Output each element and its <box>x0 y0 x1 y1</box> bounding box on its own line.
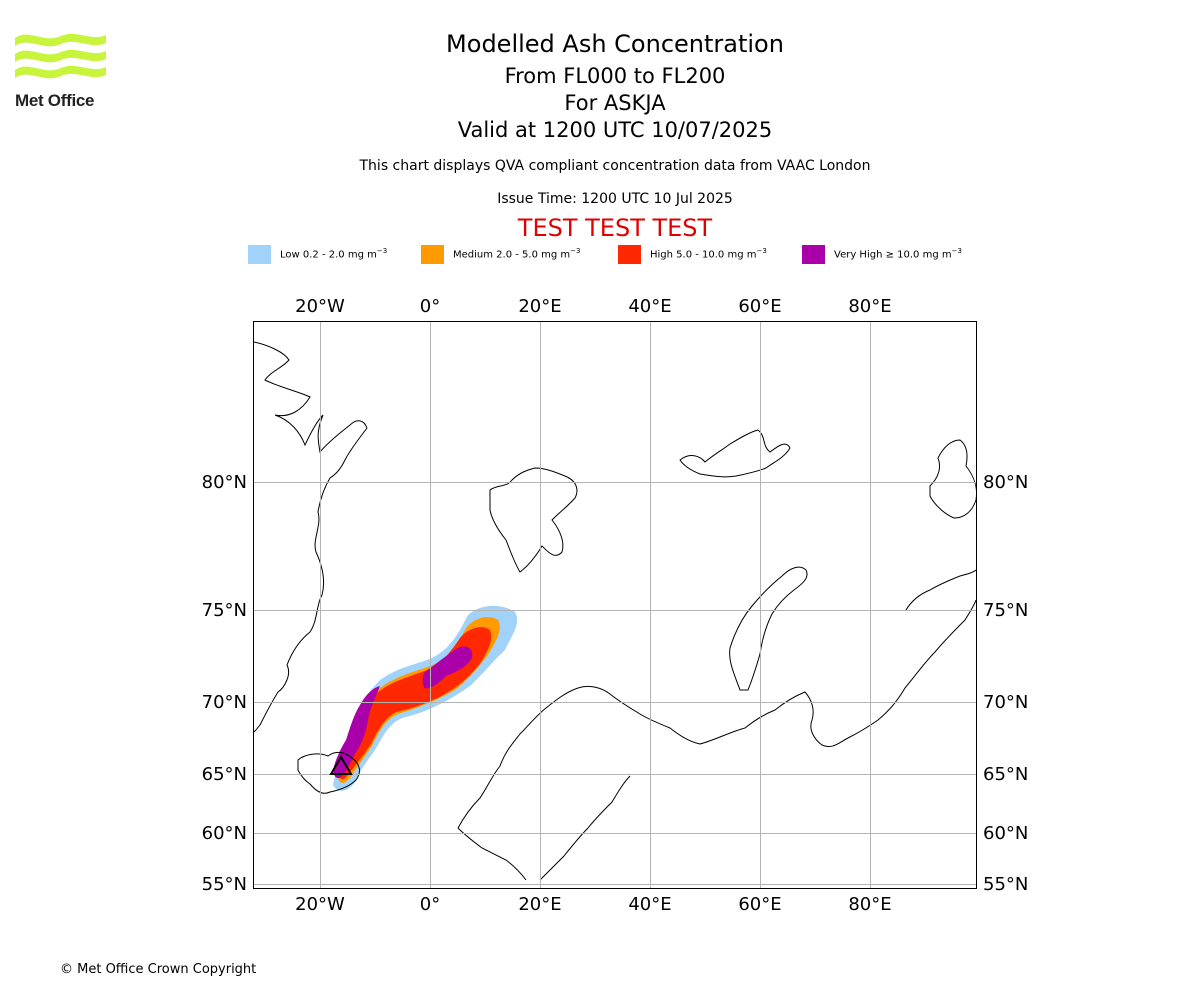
taimyr-coast <box>905 569 977 611</box>
lon-label-bottom-0: 0° <box>420 894 440 915</box>
met-office-waves-icon <box>15 33 106 79</box>
novaya-zemlya-coast <box>729 566 808 691</box>
legend-item-very-high: Very High ≥ 10.0 mg m−3 <box>802 244 962 264</box>
legend-label-very-high: Very High ≥ 10.0 mg m−3 <box>834 247 962 261</box>
lon-label-bottom-60e: 60°E <box>738 894 781 915</box>
graticule <box>253 321 977 889</box>
ash-plume <box>333 605 518 791</box>
coastlines <box>253 341 977 881</box>
legend-swatch-low <box>248 244 271 264</box>
lon-label-bottom-20e: 20°E <box>518 894 561 915</box>
lon-label-bottom-40e: 40°E <box>628 894 671 915</box>
legend-label-high: High 5.0 - 10.0 mg m−3 <box>650 247 767 261</box>
lon-label-bottom-20w: 20°W <box>295 894 345 915</box>
lat-label-left-60n: 60°N <box>202 823 247 844</box>
lat-label-left-55n: 55°N <box>202 874 247 895</box>
lon-label-top-20w: 20°W <box>295 296 345 317</box>
met-office-logo: Met Office <box>14 30 109 112</box>
chart-title: Modelled Ash Concentration <box>446 30 784 58</box>
lat-label-right-70n: 70°N <box>983 692 1028 713</box>
iceland-coast <box>297 751 360 794</box>
lat-label-left-75n: 75°N <box>202 600 247 621</box>
compliance-note: This chart displays QVA compliant concen… <box>359 158 871 174</box>
lat-label-left-70n: 70°N <box>202 692 247 713</box>
legend-label-medium: Medium 2.0 - 5.0 mg m−3 <box>453 247 581 261</box>
lat-labels-left: 80°N 75°N 70°N 65°N 60°N 55°N <box>202 472 247 895</box>
scandinavia-south-coast <box>457 775 631 881</box>
logo-text: Met Office <box>15 91 95 110</box>
volcano-name: For ASKJA <box>564 91 666 115</box>
lat-label-right-55n: 55°N <box>983 874 1028 895</box>
greenland-coast <box>253 341 368 733</box>
map-frame <box>253 321 977 889</box>
franz-josef-land-coast <box>679 429 791 478</box>
lat-label-right-75n: 75°N <box>983 600 1028 621</box>
ash-layer-very-high <box>333 646 473 779</box>
lat-label-right-65n: 65°N <box>983 764 1028 785</box>
severnaya-zemlya-coast <box>929 439 977 519</box>
ash-concentration-map: 20°W 0° 20°E 40°E 60°E 80°E 20°W 0° 20°E… <box>202 296 1029 915</box>
lat-label-left-65n: 65°N <box>202 764 247 785</box>
lon-label-top-60e: 60°E <box>738 296 781 317</box>
scandinavia-coast <box>457 599 977 829</box>
map-frame-bg <box>253 321 977 889</box>
test-banner: TEST TEST TEST <box>517 214 713 242</box>
valid-time: Valid at 1200 UTC 10/07/2025 <box>457 118 773 142</box>
lon-label-top-0: 0° <box>420 296 440 317</box>
legend-swatch-high <box>618 244 641 264</box>
lon-label-top-80e: 80°E <box>848 296 891 317</box>
legend-item-high: High 5.0 - 10.0 mg m−3 <box>618 244 767 264</box>
legend-swatch-very-high <box>802 244 825 264</box>
lon-labels-top: 20°W 0° 20°E 40°E 60°E 80°E <box>295 296 891 317</box>
lon-label-top-20e: 20°E <box>518 296 561 317</box>
lon-label-top-40e: 40°E <box>628 296 671 317</box>
legend-item-medium: Medium 2.0 - 5.0 mg m−3 <box>421 244 580 264</box>
lat-label-left-80n: 80°N <box>202 472 247 493</box>
legend-item-low: Low 0.2 - 2.0 mg m−3 <box>248 244 387 264</box>
copyright-notice: © Met Office Crown Copyright <box>60 962 257 977</box>
issue-time: Issue Time: 1200 UTC 10 Jul 2025 <box>497 191 733 207</box>
svalbard-coast <box>489 467 578 573</box>
lon-labels-bottom: 20°W 0° 20°E 40°E 60°E 80°E <box>295 894 891 915</box>
legend-label-low: Low 0.2 - 2.0 mg m−3 <box>280 247 388 261</box>
volcano-marker-icon <box>329 755 353 775</box>
lon-label-bottom-80e: 80°E <box>848 894 891 915</box>
flight-level-range: From FL000 to FL200 <box>504 64 726 88</box>
lat-labels-right: 80°N 75°N 70°N 65°N 60°N 55°N <box>983 472 1028 895</box>
lat-label-right-80n: 80°N <box>983 472 1028 493</box>
legend-swatch-medium <box>421 244 444 264</box>
lat-label-right-60n: 60°N <box>983 823 1028 844</box>
